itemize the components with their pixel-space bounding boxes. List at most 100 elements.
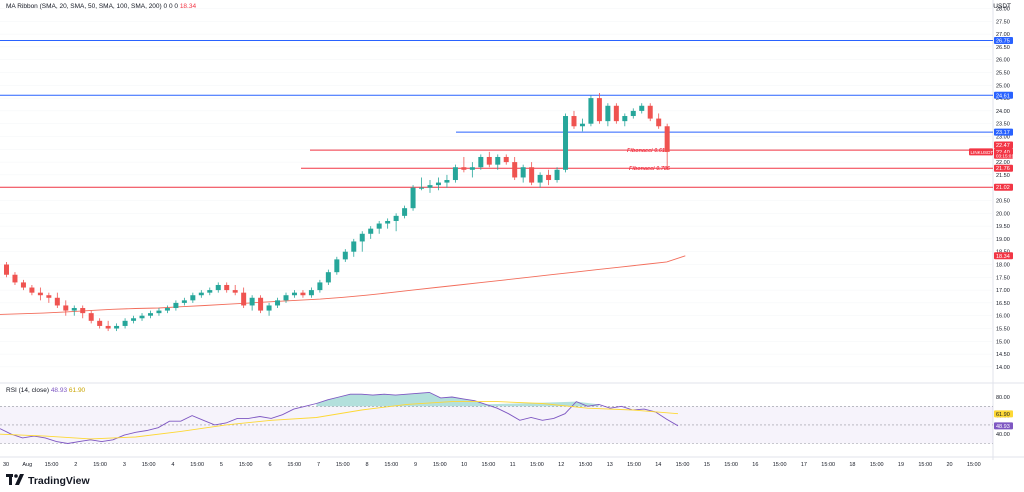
candle[interactable] <box>54 292 60 309</box>
candle-body <box>37 292 43 296</box>
candle[interactable] <box>334 256 340 275</box>
candle-body <box>579 123 585 127</box>
candle[interactable] <box>579 118 585 132</box>
candle[interactable] <box>402 205 408 219</box>
candle[interactable] <box>605 103 611 127</box>
candle[interactable] <box>351 238 357 257</box>
candle[interactable] <box>512 156 518 181</box>
candle[interactable] <box>20 279 26 291</box>
candle[interactable] <box>249 295 255 311</box>
candle[interactable] <box>571 110 577 129</box>
candle[interactable] <box>596 92 602 124</box>
candle[interactable] <box>639 103 645 114</box>
candle[interactable] <box>622 113 628 127</box>
time-axis-label: 15:00 <box>287 462 301 468</box>
price-axis-label: 20.50 <box>996 199 1010 205</box>
candle[interactable] <box>71 305 77 316</box>
candle[interactable] <box>207 287 213 296</box>
candle[interactable] <box>376 220 382 234</box>
candle[interactable] <box>647 103 653 122</box>
candle[interactable] <box>529 162 535 186</box>
ma-ribbon-legend[interactable]: MA Ribbon (SMA, 20, SMA, 50, SMA, 100, S… <box>6 3 196 10</box>
candle[interactable] <box>393 213 399 232</box>
price-axis-label: 23.50 <box>996 122 1010 128</box>
candle[interactable] <box>368 226 374 239</box>
candle[interactable] <box>325 269 331 285</box>
candle[interactable] <box>283 292 289 303</box>
candle[interactable] <box>12 272 18 285</box>
candle[interactable] <box>122 318 128 329</box>
candle[interactable] <box>37 287 43 301</box>
candle[interactable] <box>181 297 187 306</box>
candle[interactable] <box>105 320 111 332</box>
candle[interactable] <box>419 177 425 191</box>
candle[interactable] <box>308 287 314 298</box>
time-axis-label: 14 <box>655 462 661 468</box>
candle[interactable] <box>46 292 52 303</box>
candle[interactable] <box>520 164 526 183</box>
candle[interactable] <box>241 287 247 309</box>
candle[interactable] <box>215 282 221 293</box>
candle[interactable] <box>461 156 467 173</box>
candle[interactable] <box>359 231 365 252</box>
candle[interactable] <box>317 279 323 293</box>
price-tags: 26.7524.6123.1722.4722.4003:15:0121.7621… <box>994 37 1014 260</box>
candle[interactable] <box>131 315 137 324</box>
candle[interactable] <box>410 185 416 211</box>
candle[interactable] <box>4 261 9 278</box>
candle[interactable] <box>554 167 560 183</box>
price-axis-label: 15.50 <box>996 327 1010 333</box>
candle[interactable] <box>342 249 348 262</box>
candle[interactable] <box>563 113 569 173</box>
candle[interactable] <box>656 113 662 129</box>
candle[interactable] <box>164 305 170 314</box>
candle[interactable] <box>613 103 619 124</box>
price-axis-label: 16.00 <box>996 314 1010 320</box>
candle[interactable] <box>495 154 501 170</box>
candle[interactable] <box>478 154 484 170</box>
candle[interactable] <box>537 172 543 188</box>
candle[interactable] <box>486 151 492 168</box>
rsi-legend[interactable]: RSI (14, close) 48.93 61.90 <box>6 387 85 394</box>
currency-label: USDT <box>993 3 1011 10</box>
candle[interactable] <box>469 162 475 178</box>
price-tag <box>994 252 1013 260</box>
candle[interactable] <box>63 300 69 316</box>
candle[interactable] <box>546 169 552 186</box>
candle[interactable] <box>258 295 264 314</box>
time-axis[interactable]: 30 Aug 15:00 2 15:00 3 15:00 4 15:00 5 15:00 6 15:00… <box>0 456 1024 468</box>
candle[interactable] <box>29 284 35 296</box>
candles[interactable] <box>4 92 670 332</box>
candle[interactable] <box>147 310 153 319</box>
candle[interactable] <box>444 174 450 188</box>
candle[interactable] <box>427 180 433 193</box>
tradingview-logo[interactable]: TradingView <box>6 474 90 488</box>
candle[interactable] <box>198 290 204 298</box>
candle[interactable] <box>139 313 145 321</box>
candle[interactable] <box>190 292 196 303</box>
candle[interactable] <box>114 323 120 332</box>
candle[interactable] <box>630 108 636 119</box>
candle[interactable] <box>503 154 509 165</box>
candle[interactable] <box>232 284 238 296</box>
candle[interactable] <box>173 300 179 311</box>
candle[interactable] <box>97 318 103 329</box>
candle[interactable] <box>291 290 297 298</box>
candle[interactable] <box>435 177 441 191</box>
candle[interactable] <box>588 95 594 127</box>
candle[interactable] <box>224 282 230 293</box>
time-axis-label: 7 <box>317 462 320 468</box>
candle-body <box>88 313 94 321</box>
candle[interactable] <box>88 310 94 324</box>
candle[interactable] <box>664 123 670 170</box>
candle-body <box>249 297 255 306</box>
candle[interactable] <box>275 297 281 309</box>
candle[interactable] <box>385 218 391 229</box>
candle[interactable] <box>80 305 86 319</box>
candle[interactable] <box>266 302 272 316</box>
candle[interactable] <box>300 290 306 298</box>
candle[interactable] <box>156 308 162 316</box>
candle[interactable] <box>452 164 458 183</box>
